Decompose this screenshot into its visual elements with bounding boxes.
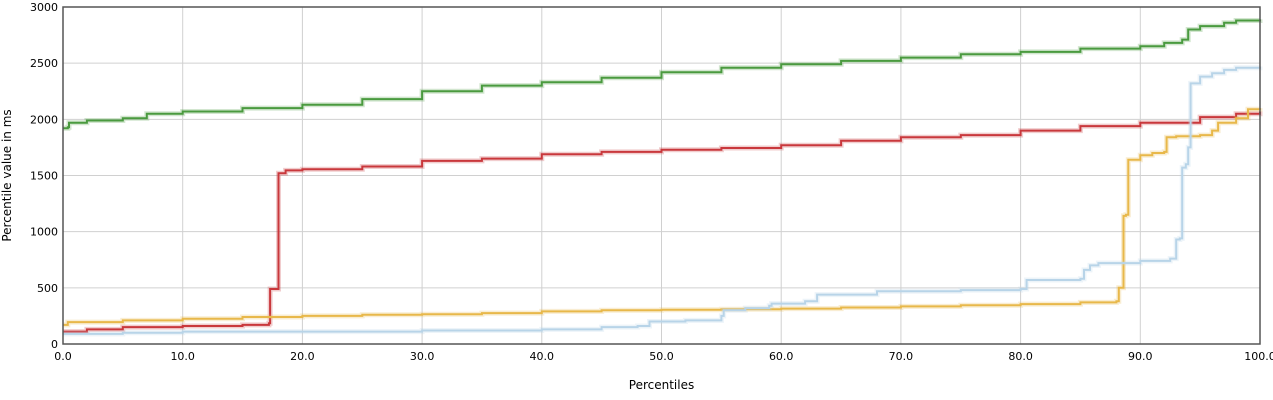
x-tick-label: 90.0 bbox=[1128, 350, 1153, 363]
series-1-line bbox=[63, 111, 1261, 333]
series-lines bbox=[63, 18, 1263, 337]
plot-frame bbox=[62, 6, 1261, 345]
series-2-line bbox=[63, 108, 1261, 326]
x-tick-label: 100.0 bbox=[1244, 350, 1273, 363]
y-axis-title: Percentile value in ms bbox=[0, 109, 14, 241]
series-3-line bbox=[63, 66, 1261, 335]
y-tick-label: 500 bbox=[37, 282, 58, 295]
x-tick-label: 60.0 bbox=[769, 350, 794, 363]
grid-lines bbox=[62, 6, 1261, 345]
x-tick-label: 40.0 bbox=[530, 350, 555, 363]
x-axis-title: Percentiles bbox=[629, 378, 694, 392]
x-tick-label: 0.0 bbox=[54, 350, 72, 363]
y-tick-label: 3000 bbox=[30, 1, 58, 14]
y-tick-label: 0 bbox=[51, 338, 58, 351]
series-0-line bbox=[63, 19, 1261, 130]
y-tick-label: 1500 bbox=[30, 170, 58, 183]
x-tick-label: 20.0 bbox=[290, 350, 315, 363]
x-tick-label: 70.0 bbox=[889, 350, 914, 363]
y-tick-label: 2500 bbox=[30, 57, 58, 70]
y-tick-label: 2000 bbox=[30, 113, 58, 126]
x-tick-label: 50.0 bbox=[649, 350, 674, 363]
x-tick-label: 80.0 bbox=[1008, 350, 1033, 363]
y-tick-label: 1000 bbox=[30, 226, 58, 239]
tick-labels: 0.0 10.0 20.0 30.0 40.0 50.0 60.0 70.0 80.0 90.0 1… bbox=[30, 1, 1273, 363]
x-tick-label: 10.0 bbox=[170, 350, 195, 363]
x-tick-label: 30.0 bbox=[410, 350, 435, 363]
